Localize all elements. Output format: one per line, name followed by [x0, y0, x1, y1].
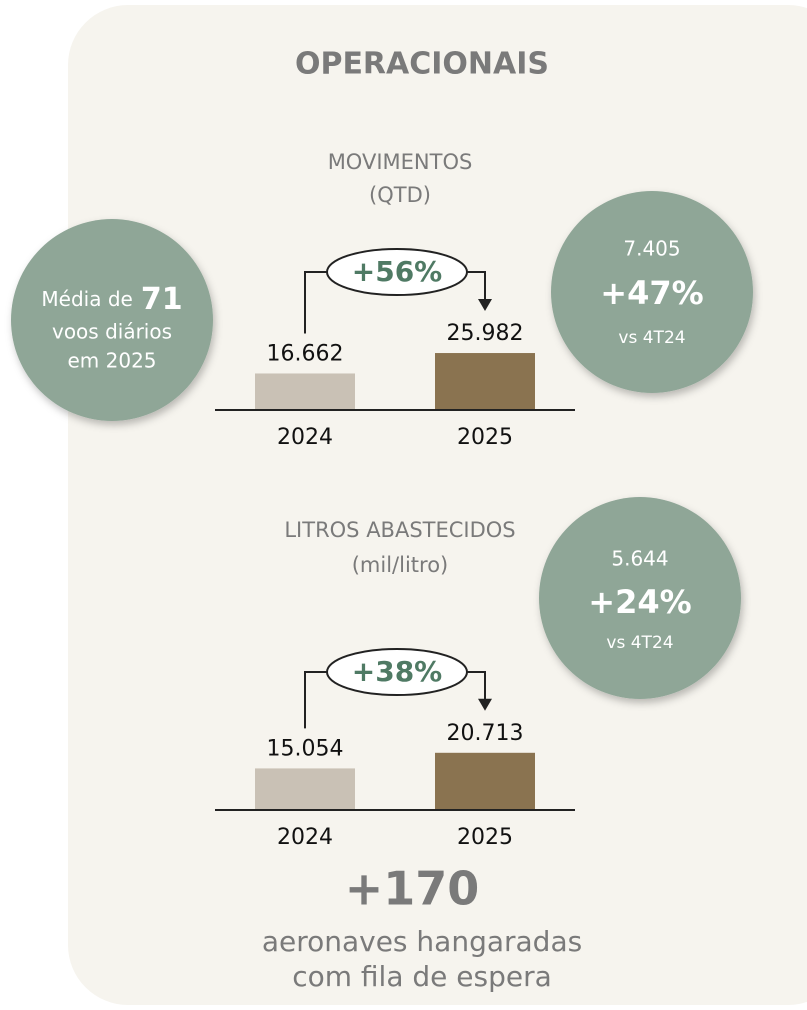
category-label: 2024 [277, 825, 333, 850]
bubble-line: voos diários [52, 320, 172, 344]
footer-line: com fila de espera [292, 960, 552, 993]
bubble-line: Média de [41, 287, 132, 311]
category-label: 2025 [457, 425, 513, 450]
bubble-number: +24% [588, 583, 691, 621]
arrow-head [478, 299, 492, 312]
chart-subtitle: (mil/litro) [352, 553, 449, 577]
value-label: 16.662 [267, 341, 344, 366]
bar [255, 768, 355, 810]
category-label: 2025 [457, 825, 513, 850]
bar [435, 353, 535, 410]
bubble [11, 219, 213, 421]
bubble-number: +47% [600, 274, 703, 312]
chart-subtitle: (QTD) [369, 183, 431, 207]
change-label: +38% [352, 655, 442, 688]
value-label: 25.982 [447, 321, 524, 346]
change-bracket [304, 671, 486, 729]
bubble-text: Média de 71 [41, 282, 182, 317]
value-label: 20.713 [447, 721, 524, 746]
arrow-head [478, 698, 492, 711]
bubble-line: vs 4T24 [606, 633, 673, 653]
bubble [539, 497, 741, 699]
chart-title: MOVIMENTOS [328, 150, 473, 174]
change-bracket [304, 271, 486, 334]
category-label: 2024 [277, 425, 333, 450]
chart-title: LITROS ABASTECIDOS [284, 518, 515, 542]
footer-line: aeronaves hangaradas [262, 925, 582, 958]
change-oval [326, 648, 468, 696]
bar [435, 752, 535, 810]
bubble-line: em 2025 [67, 349, 156, 373]
bubble-line: 5.644 [611, 547, 668, 571]
bar [255, 373, 355, 410]
value-label: 15.054 [267, 736, 344, 761]
bubble [551, 191, 753, 393]
bubble-number: 71 [141, 282, 183, 317]
bubble-line: 7.405 [623, 237, 680, 261]
panel-title: OPERACIONAIS [295, 47, 549, 82]
change-oval [326, 248, 468, 296]
bubble-line: vs 4T24 [618, 328, 685, 348]
footer-headline: +170 [345, 862, 480, 916]
change-label: +56% [352, 255, 442, 288]
